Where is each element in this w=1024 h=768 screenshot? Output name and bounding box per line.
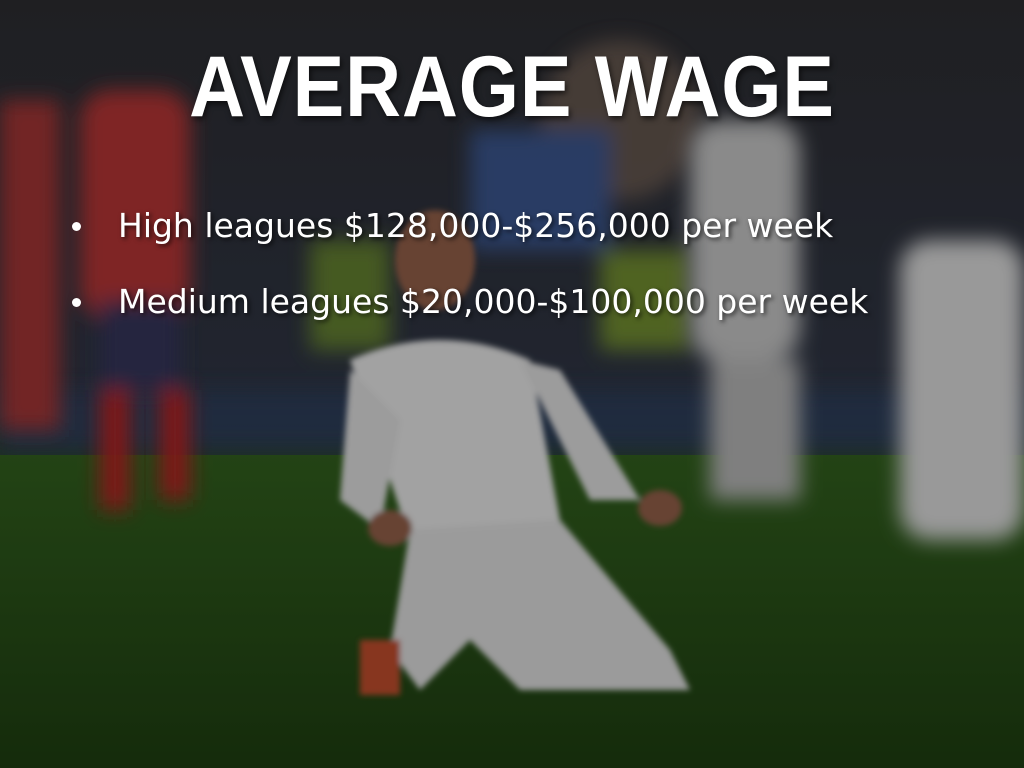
slide-title: AVERAGE WAGE	[189, 39, 835, 135]
bullet-list: High leagues $128,000-$256,000 per week M…	[70, 200, 868, 352]
bullet-item: High leagues $128,000-$256,000 per week	[70, 200, 868, 276]
bullet-item: Medium leagues $20,000-$100,000 per week	[70, 276, 868, 352]
